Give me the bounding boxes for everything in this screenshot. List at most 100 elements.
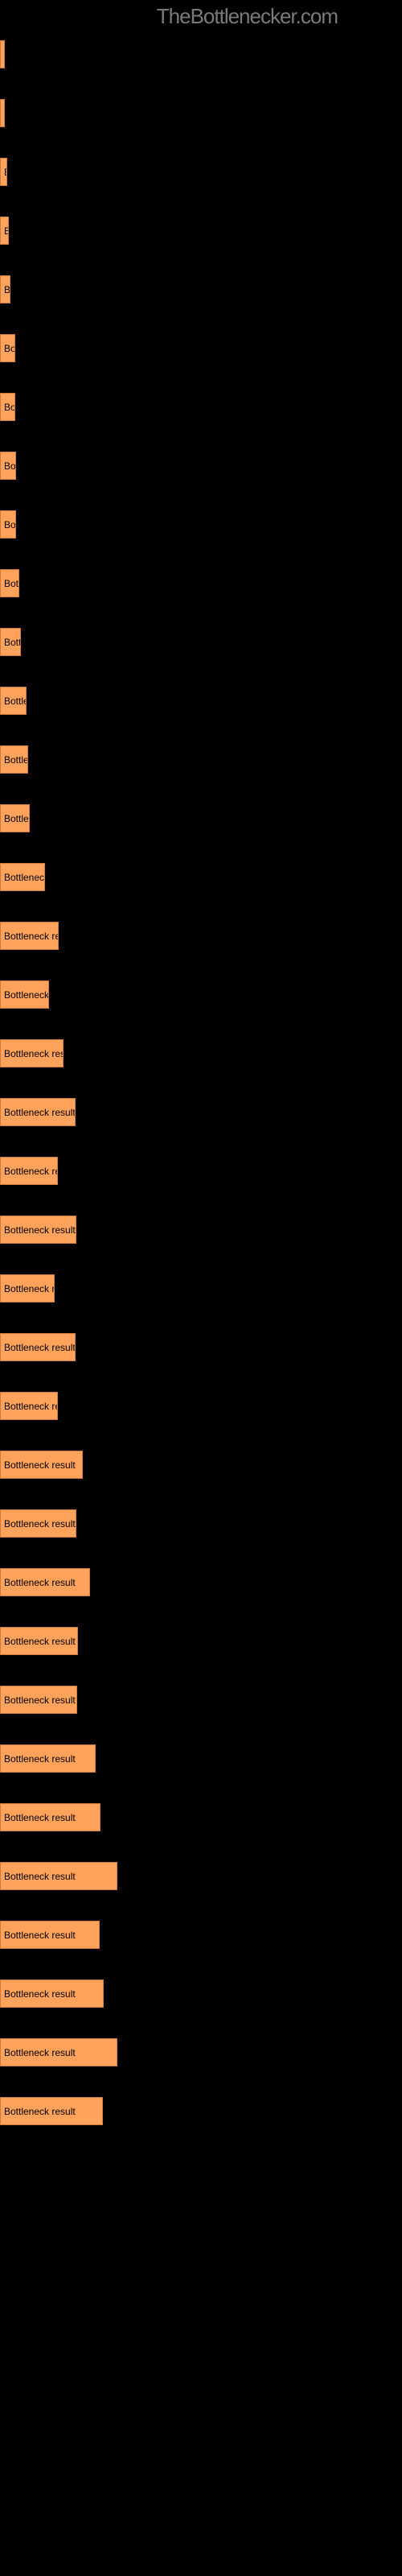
- bar-row: Bottleneck result: [0, 452, 402, 480]
- bottleneck-bar: Bottleneck result: [0, 1921, 100, 1949]
- bar-row: Bottleneck result: [0, 1627, 402, 1655]
- bottleneck-bar: Bottleneck result: [0, 1803, 100, 1831]
- bottleneck-bar: Bottleneck result: [0, 804, 30, 832]
- bottleneck-bar: Bottleneck result: [0, 510, 16, 539]
- bottleneck-bar: Bottleneck result: [0, 2097, 103, 2125]
- bottleneck-bar: Bottleneck result: [0, 393, 15, 421]
- bar-row: Bottleneck result: [0, 334, 402, 362]
- bar-row: Bottleneck result: [0, 1979, 402, 2008]
- bar-label: Bottleneck result: [4, 2047, 76, 2058]
- bottleneck-bar: Bottleneck result: [0, 569, 19, 597]
- bottleneck-bar: Bottleneck result: [0, 863, 45, 891]
- bottleneck-bar: Bottleneck result: [0, 1216, 76, 1244]
- bar-row: Bottleneck result: [0, 863, 402, 891]
- bar-label: Bottleneck result: [4, 1636, 76, 1647]
- bar-row: Bottleneck result: [0, 1803, 402, 1831]
- bottleneck-bar: Bottleneck result: [0, 1627, 78, 1655]
- bottleneck-bar: Bottleneck result: [0, 1451, 83, 1479]
- bar-label: Bottleneck result: [4, 284, 10, 295]
- bar-row: Bottleneck result: [0, 40, 402, 68]
- bottleneck-bar: Bottleneck result: [0, 745, 28, 774]
- bar-row: Bottleneck result: [0, 99, 402, 127]
- bottleneck-bar: Bottleneck result: [0, 1333, 76, 1361]
- bar-row: Bottleneck result: [0, 217, 402, 245]
- bar-row: Bottleneck result: [0, 1509, 402, 1538]
- bottleneck-bar: Bottleneck result: [0, 980, 49, 1009]
- bottleneck-bar: Bottleneck result: [0, 1098, 76, 1126]
- bottleneck-bar: Bottleneck result: [0, 1392, 58, 1420]
- bar-row: Bottleneck result: [0, 275, 402, 303]
- site-header: TheBottlenecker.com: [157, 4, 338, 29]
- bar-label: Bottleneck result: [4, 1224, 76, 1236]
- bar-label: Bottleneck result: [4, 343, 15, 354]
- bar-label: Bottleneck result: [4, 931, 59, 942]
- bottleneck-chart: Bottleneck result Bottleneck result Bottle…: [0, 32, 402, 2164]
- bar-label: Bottleneck result: [4, 1401, 58, 1412]
- bottleneck-bar: Bottleneck result: [0, 217, 9, 245]
- bar-row: Bottleneck result: [0, 980, 402, 1009]
- bar-label: Bottleneck result: [4, 519, 16, 530]
- bottleneck-bar: Bottleneck result: [0, 1157, 58, 1185]
- bar-row: Bottleneck result: [0, 628, 402, 656]
- bar-label: Bottleneck result: [4, 1518, 76, 1530]
- bar-row: Bottleneck result: [0, 687, 402, 715]
- bar-label: Bottleneck result: [4, 225, 9, 237]
- bottleneck-bar: Bottleneck result: [0, 1862, 117, 1890]
- bar-row: Bottleneck result: [0, 745, 402, 774]
- bottleneck-bar: Bottleneck result: [0, 1686, 77, 1714]
- bottleneck-bar: Bottleneck result: [0, 2038, 117, 2066]
- bar-label: Bottleneck result: [4, 108, 5, 119]
- bar-row: Bottleneck result: [0, 1686, 402, 1714]
- bottleneck-bar: Bottleneck result: [0, 275, 10, 303]
- bottleneck-bar: Bottleneck result: [0, 1979, 104, 2008]
- bar-label: Bottleneck result: [4, 1283, 55, 1294]
- bottleneck-bar: Bottleneck result: [0, 1744, 96, 1773]
- bar-row: Bottleneck result: [0, 2097, 402, 2125]
- bar-label: Bottleneck result: [4, 167, 7, 178]
- bar-label: Bottleneck result: [4, 1988, 76, 2000]
- bar-row: Bottleneck result: [0, 1862, 402, 1890]
- bar-row: Bottleneck result: [0, 1216, 402, 1244]
- bar-label: Bottleneck result: [4, 1871, 76, 1882]
- bar-label: Bottleneck result: [4, 460, 16, 472]
- bar-label: Bottleneck result: [4, 872, 45, 883]
- bar-row: Bottleneck result: [0, 1333, 402, 1361]
- bar-row: Bottleneck result: [0, 1921, 402, 1949]
- bar-label: Bottleneck result: [4, 813, 30, 824]
- bottleneck-bar: Bottleneck result: [0, 1568, 90, 1596]
- bottleneck-bar: Bottleneck result: [0, 158, 7, 186]
- bar-label: Bottleneck result: [4, 1107, 76, 1118]
- bar-label: Bottleneck result: [4, 1577, 76, 1588]
- bottleneck-bar: Bottleneck result: [0, 922, 59, 950]
- bar-row: Bottleneck result: [0, 804, 402, 832]
- bar-row: Bottleneck result: [0, 1098, 402, 1126]
- bar-label: Bottleneck result: [4, 402, 15, 413]
- bar-label: Bottleneck result: [4, 1048, 64, 1059]
- bar-row: Bottleneck result: [0, 1451, 402, 1479]
- bar-label: Bottleneck result: [4, 696, 27, 707]
- bar-row: Bottleneck result: [0, 569, 402, 597]
- bottleneck-bar: Bottleneck result: [0, 334, 15, 362]
- bar-row: Bottleneck result: [0, 1744, 402, 1773]
- bottleneck-bar: Bottleneck result: [0, 40, 5, 68]
- bottleneck-bar: Bottleneck result: [0, 99, 5, 127]
- bar-label: Bottleneck result: [4, 1166, 58, 1177]
- bar-row: Bottleneck result: [0, 158, 402, 186]
- bottleneck-bar: Bottleneck result: [0, 687, 27, 715]
- bar-label: Bottleneck result: [4, 1342, 76, 1353]
- bar-label: Bottleneck result: [4, 1695, 76, 1706]
- bar-label: Bottleneck result: [4, 578, 19, 589]
- bottleneck-bar: Bottleneck result: [0, 628, 21, 656]
- bar-row: Bottleneck result: [0, 1568, 402, 1596]
- bar-label: Bottleneck result: [4, 2106, 76, 2117]
- bar-row: Bottleneck result: [0, 393, 402, 421]
- bar-row: Bottleneck result: [0, 510, 402, 539]
- bar-label: Bottleneck result: [4, 1930, 76, 1941]
- bar-label: Bottleneck result: [4, 1812, 76, 1823]
- bar-row: Bottleneck result: [0, 1039, 402, 1067]
- bar-row: Bottleneck result: [0, 2038, 402, 2066]
- bottleneck-bar: Bottleneck result: [0, 1274, 55, 1302]
- bottleneck-bar: Bottleneck result: [0, 452, 16, 480]
- bar-row: Bottleneck result: [0, 1392, 402, 1420]
- bar-label: Bottleneck result: [4, 1459, 76, 1471]
